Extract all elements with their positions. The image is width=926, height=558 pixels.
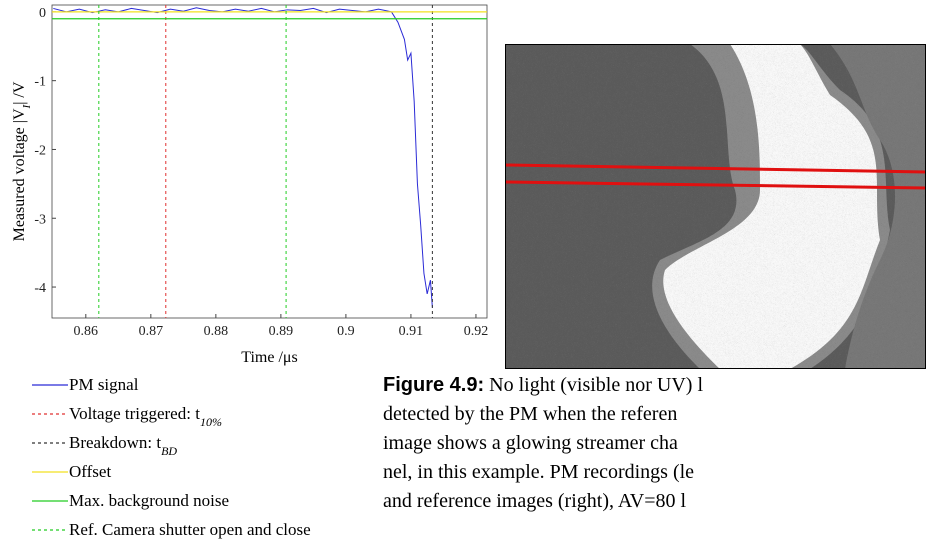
x-tick-label: 0.92 <box>464 324 489 339</box>
y-tick-label: -4 <box>34 281 46 296</box>
reference-image <box>505 44 926 369</box>
y-axis-label-part: | /V <box>11 81 28 105</box>
caption-line: nel, in this example. PM recordings (le <box>383 461 694 483</box>
x-tick-label: 0.86 <box>74 324 99 339</box>
x-tick-label: 0.87 <box>139 324 164 339</box>
caption-line: and reference images (right), AV=80 l <box>383 490 686 512</box>
legend-name: Ref. Camera shutter open and close <box>69 520 311 539</box>
legend-subscript: 10% <box>200 415 222 429</box>
y-tick-label: 0 <box>39 6 46 21</box>
legend-entry: Ref. Camera shutter open and close <box>69 520 311 539</box>
legend-name: Max. background noise <box>69 491 229 510</box>
x-tick-label: 0.91 <box>399 324 424 339</box>
legend-entry: PM signal <box>69 375 139 394</box>
y-tick-label: -3 <box>34 212 46 227</box>
x-tick-label: 0.89 <box>269 324 294 339</box>
y-axis-label: Measured voltage |VI| /V <box>11 81 33 241</box>
y-axis-label-part: Measured voltage |V <box>11 108 28 241</box>
caption-line: detected by the PM when the referen <box>383 403 677 425</box>
y-tick-label: -2 <box>34 143 46 158</box>
x-tick-label: 0.88 <box>204 324 229 339</box>
y-axis-label-part: I <box>21 103 33 109</box>
caption-line: image shows a glowing streamer cha <box>383 432 678 454</box>
plot-frame <box>51 4 488 319</box>
legend-entry: Max. background noise <box>69 491 229 510</box>
x-tick-label: 0.9 <box>337 324 355 339</box>
legend-entry: Voltage triggered: t10% <box>69 404 222 429</box>
legend-entry: Breakdown: tBD <box>69 433 177 458</box>
y-tick-label: -1 <box>34 75 46 90</box>
legend-entry: Offset <box>69 462 111 481</box>
legend-name: PM signal <box>69 375 139 394</box>
pm-signal-line <box>53 7 433 308</box>
figure-label: Figure 4.9: <box>383 374 484 396</box>
x-axis-label: Time /μs <box>241 349 297 366</box>
legend-name: Breakdown: t <box>69 433 161 452</box>
caption-line: Figure 4.9: No light (visible nor UV) l <box>383 374 703 396</box>
legend-name: Offset <box>69 462 111 481</box>
legend-subscript: BD <box>161 444 177 458</box>
caption-text: No light (visible nor UV) l <box>484 374 703 396</box>
legend-name: Voltage triggered: t <box>69 404 200 423</box>
